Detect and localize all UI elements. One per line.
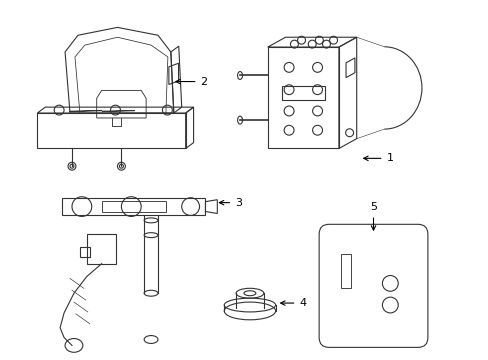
Text: 5: 5 xyxy=(369,202,376,230)
Text: 4: 4 xyxy=(280,298,306,308)
Text: 2: 2 xyxy=(176,77,207,86)
Text: 1: 1 xyxy=(363,153,392,163)
Text: 3: 3 xyxy=(219,198,242,208)
